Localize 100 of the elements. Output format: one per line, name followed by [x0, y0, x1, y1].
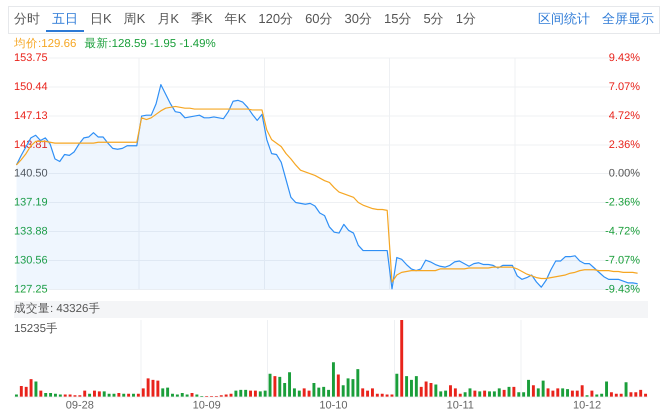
bar — [298, 390, 301, 397]
bar — [473, 390, 476, 397]
bar — [244, 390, 248, 397]
bar — [370, 388, 374, 397]
y-tick-label: 153.75 — [14, 52, 48, 64]
bar — [34, 381, 38, 397]
bar — [268, 374, 272, 397]
bar — [644, 394, 648, 397]
bar — [146, 378, 150, 397]
x-tick-label: 10-11 — [446, 399, 474, 412]
y-tick-label: 140.50 — [14, 168, 48, 180]
y2-tick-label: 0.00% — [608, 168, 640, 180]
bar — [336, 374, 340, 397]
bar — [254, 390, 257, 397]
bar — [152, 380, 154, 397]
bar — [332, 362, 335, 397]
bar — [430, 382, 432, 397]
text: 日K — [89, 10, 113, 28]
bar — [171, 394, 174, 397]
bar — [156, 380, 160, 397]
bar — [468, 388, 472, 397]
y-tick-label: 147.13 — [14, 110, 48, 122]
bar — [488, 391, 491, 397]
x-tick-label: 10-09 — [192, 399, 221, 412]
bar — [508, 386, 510, 397]
bar — [190, 392, 194, 397]
bar — [264, 390, 267, 397]
bar — [54, 394, 57, 397]
text: 60分 — [304, 10, 334, 28]
bar — [88, 394, 92, 397]
bar — [39, 390, 42, 397]
bar — [580, 385, 584, 397]
bar — [610, 392, 613, 397]
bar — [342, 385, 345, 397]
y2-tick-label: -2.36% — [605, 196, 640, 209]
text: 15分 — [383, 10, 412, 28]
bar — [566, 389, 569, 397]
bar — [234, 390, 238, 397]
text: 全屏显示 — [601, 10, 655, 28]
bar — [49, 392, 52, 397]
bar — [405, 376, 408, 397]
bar — [546, 388, 550, 397]
bar — [551, 390, 554, 397]
bar — [361, 388, 364, 397]
bar — [410, 380, 413, 397]
text: 年K — [224, 10, 248, 28]
text: 月K — [156, 10, 180, 28]
bar — [127, 394, 130, 397]
bar — [112, 394, 116, 397]
bar — [444, 390, 448, 397]
bar — [366, 390, 370, 397]
bar — [605, 381, 608, 397]
bar — [166, 388, 170, 397]
annotation: 15235手 — [14, 321, 58, 336]
y2-tick-label: 7.07% — [608, 80, 640, 93]
text: 5分 — [422, 10, 445, 28]
bar — [312, 382, 316, 397]
bar — [30, 379, 33, 397]
x-tick-label: 10-12 — [572, 399, 602, 412]
x-tick-label: 09-28 — [66, 399, 94, 412]
y-tick-label: 133.88 — [14, 226, 48, 238]
y2-tick-label: -9.43% — [605, 283, 640, 296]
bar — [522, 392, 526, 397]
bar — [629, 392, 632, 397]
bar — [483, 390, 486, 397]
y2-tick-label: -4.72% — [605, 226, 640, 238]
bar — [117, 392, 120, 397]
bar — [624, 382, 628, 397]
bar — [288, 372, 292, 397]
text: 最新:128.59 -1.95 -1.49% — [84, 38, 216, 50]
bar — [395, 374, 398, 397]
bar — [356, 369, 360, 397]
x-tick-label: 10-10 — [319, 399, 348, 412]
bar — [327, 390, 330, 397]
bar — [464, 392, 467, 397]
y2-tick-label: 4.72% — [608, 110, 640, 122]
bar — [308, 390, 311, 397]
y2-tick-label: 9.43% — [608, 52, 640, 64]
y2-tick-label: -7.07% — [605, 254, 640, 266]
bar — [502, 390, 506, 397]
bar — [527, 380, 530, 397]
text: 周K — [122, 10, 146, 28]
bar — [532, 385, 535, 397]
bar — [449, 385, 452, 397]
bar — [44, 392, 48, 397]
y-tick-label: 137.19 — [14, 196, 48, 209]
chart-title: 成交量: 43326手 — [14, 301, 648, 318]
y2-tick-label: 2.36% — [608, 138, 640, 151]
bar — [570, 390, 574, 397]
text: 30分 — [344, 10, 373, 28]
text: 120分 — [257, 10, 294, 28]
bar — [561, 388, 564, 397]
bar — [542, 380, 545, 397]
text: 均价:129.66 — [14, 38, 76, 50]
bar — [249, 390, 252, 397]
y-tick-label: 130.56 — [14, 254, 48, 267]
bar — [98, 391, 101, 397]
bar — [136, 394, 140, 397]
bar — [492, 391, 496, 397]
y-tick-label: 150.44 — [14, 80, 48, 93]
